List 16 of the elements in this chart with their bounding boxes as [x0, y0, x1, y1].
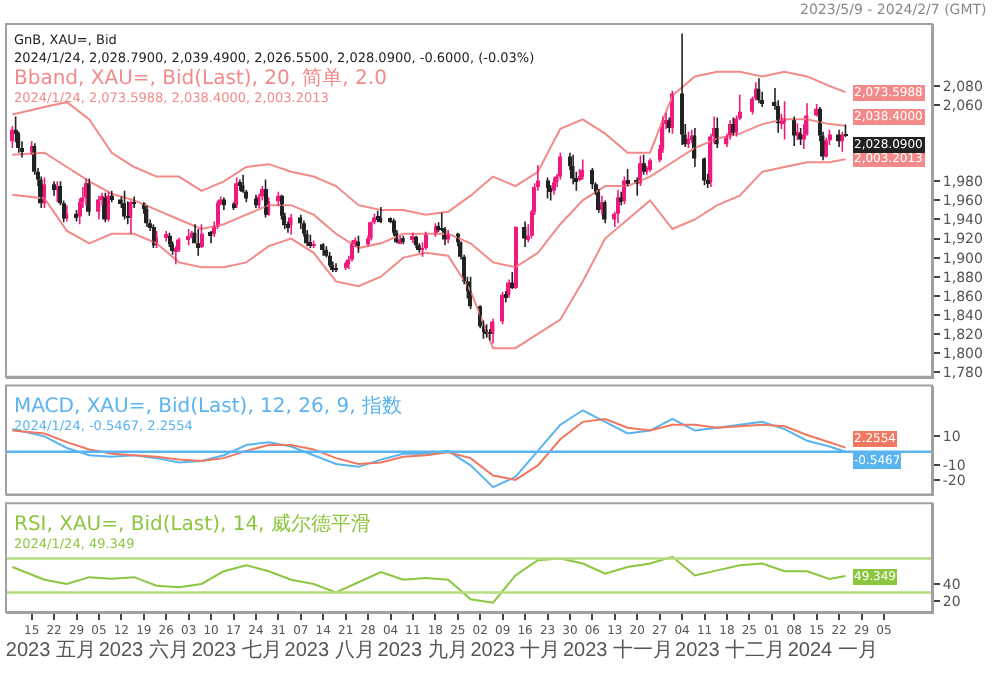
x2-tick-label: 2023 七月 — [191, 638, 282, 662]
x2-tick-label: 2023 十月 — [470, 638, 561, 662]
x2-tick-label: 2023 六月 — [98, 638, 189, 662]
line-series — [11, 118, 847, 269]
line-series — [11, 555, 847, 604]
line-series — [11, 158, 847, 350]
x2-tick-label: 2024 一月 — [787, 640, 878, 662]
annotation: MACD, XAU=, Bid(Last), 12, 26, 9, 指数 — [14, 394, 402, 418]
x2-tick-label: 2023 八月 — [284, 640, 375, 662]
x2-tick-label: 2023 九月 — [377, 638, 468, 662]
annotation: RSI, XAU=, Bid(Last), 14, 威尔德平滑 — [14, 512, 371, 536]
line-series — [11, 70, 847, 216]
x2-tick-label: 2023 十二月 — [675, 638, 786, 662]
x2-tick-label: 2023 五月 — [5, 640, 96, 662]
annotation: Bband, XAU=, Bid(Last), 20, 简单, 2.0 — [14, 66, 387, 90]
x2-tick-label: 2023 十一月 — [562, 638, 674, 662]
